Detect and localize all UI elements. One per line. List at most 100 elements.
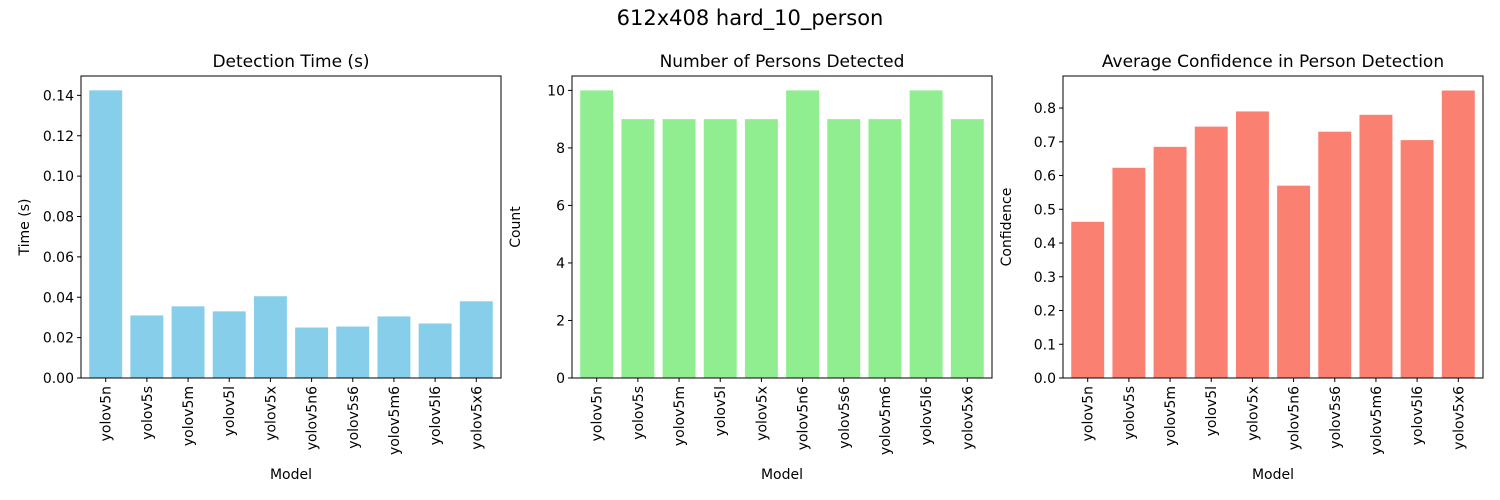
bar-yolov5m [171, 306, 205, 378]
axes-frame [80, 75, 502, 379]
x-tick-label: yolov5s [1122, 386, 1138, 440]
x-tick-label: yolov5x6 [469, 386, 485, 450]
y-axis-label: Time (s) [17, 199, 33, 257]
y-tick-label: 0 [556, 371, 565, 387]
bar-yolov5x [1235, 111, 1269, 379]
x-tick-label: yolov5m6 [387, 386, 403, 455]
y-tick-label: 0.6 [1034, 169, 1056, 185]
chart-panel-1: 0.00 0.02 0.04 0.06 0.08 0.10 0.12 0.14 yolov5n y… [17, 52, 502, 483]
bar-yolov5s [130, 315, 164, 378]
y-tick-label: 0.2 [1034, 304, 1056, 320]
y-tick-label: 0.3 [1034, 270, 1056, 286]
y-tick-label: 4 [556, 256, 565, 272]
bar-yolov5l [212, 311, 246, 378]
x-tick-label: yolov5x6 [1451, 386, 1467, 450]
x-tick-label: yolov5m [1163, 386, 1179, 446]
bar-yolov5x6 [459, 301, 493, 378]
bar-yolov5n [1071, 221, 1105, 378]
x-tick-label: yolov5m6 [1369, 386, 1385, 455]
x-axis-label: Model [270, 467, 312, 483]
y-tick-label: 10 [547, 83, 565, 99]
x-axis-label: Model [761, 467, 803, 483]
bar-yolov5x [253, 296, 287, 378]
x-tick-label: yolov5s6 [346, 386, 362, 449]
y-tick-label: 0.4 [1034, 236, 1056, 252]
bar-yolov5s [1112, 167, 1146, 378]
bar-yolov5l6 [1400, 140, 1434, 378]
y-tick-label: 0.12 [43, 129, 74, 145]
y-tick-label: 0.5 [1034, 202, 1056, 218]
x-tick-label: yolov5l6 [428, 386, 444, 445]
x-tick-label: yolov5n6 [796, 386, 812, 450]
x-tick-label: yolov5n [1081, 386, 1097, 441]
bar-yolov5m6 [377, 316, 411, 378]
chart-panel-3: 0.0 0.1 0.2 0.3 0.4 0.5 0.6 0.7 0.8 yolov5n yolov5… [999, 52, 1484, 483]
bar-yolov5x6 [1441, 90, 1475, 378]
x-tick-label: yolov5n [99, 386, 115, 441]
y-tick-label: 0.04 [43, 290, 74, 306]
bar-yolov5n [89, 90, 123, 378]
x-tick-label: yolov5x6 [960, 386, 976, 450]
x-tick-label: yolov5x [754, 386, 770, 441]
x-tick-label: yolov5x [263, 386, 279, 441]
axes-frame [571, 75, 993, 379]
bar-yolov5m6 [868, 119, 902, 378]
x-tick-label: yolov5s6 [837, 386, 853, 449]
bar-yolov5l6 [909, 90, 943, 378]
x-tick-label: yolov5l [713, 386, 729, 436]
bar-yolov5s [621, 119, 655, 378]
x-tick-label: yolov5s [631, 386, 647, 440]
chart-title: Detection Time (s) [212, 52, 369, 72]
y-tick-label: 0.08 [43, 210, 74, 226]
y-tick-label: 0.00 [43, 371, 74, 387]
bar-yolov5n6 [295, 327, 329, 378]
chart-title: Average Confidence in Person Detection [1102, 52, 1444, 72]
x-tick-label: yolov5l [1204, 386, 1220, 436]
bar-yolov5x [744, 119, 778, 378]
y-axis-label: Count [508, 206, 524, 248]
y-tick-label: 0.06 [43, 250, 74, 266]
y-tick-label: 0.8 [1034, 101, 1056, 117]
y-axis-label: Confidence [999, 188, 1015, 267]
x-tick-label: yolov5s [140, 386, 156, 440]
bar-yolov5x6 [950, 119, 984, 378]
bar-yolov5l [703, 119, 737, 378]
bar-yolov5n6 [1277, 185, 1311, 378]
chart-title: Number of Persons Detected [660, 52, 905, 72]
axes-frame [1062, 75, 1484, 379]
bar-yolov5m [662, 119, 696, 378]
figure-title: 612x408 hard_10_person [616, 6, 884, 30]
x-tick-label: yolov5l6 [919, 386, 935, 445]
y-tick-label: 0.10 [43, 169, 74, 185]
y-tick-label: 8 [556, 141, 565, 157]
y-tick-label: 0.14 [43, 88, 74, 104]
bar-yolov5m6 [1359, 114, 1393, 379]
bar-yolov5s6 [827, 119, 861, 378]
bar-yolov5s6 [1318, 131, 1352, 378]
y-tick-label: 0.0 [1034, 371, 1056, 387]
x-tick-label: yolov5n6 [305, 386, 321, 450]
x-tick-label: yolov5s6 [1328, 386, 1344, 449]
bar-yolov5l6 [418, 323, 452, 378]
x-tick-label: yolov5n [590, 386, 606, 441]
x-tick-label: yolov5m [181, 386, 197, 446]
x-tick-label: yolov5n6 [1287, 386, 1303, 450]
x-tick-label: yolov5l6 [1410, 386, 1426, 445]
y-tick-label: 2 [556, 313, 565, 329]
y-tick-label: 0.7 [1034, 135, 1056, 151]
bar-yolov5l [1194, 126, 1228, 378]
x-tick-label: yolov5l [222, 386, 238, 436]
x-axis-label: Model [1252, 467, 1294, 483]
bar-yolov5n6 [786, 90, 820, 378]
bar-yolov5n [580, 90, 614, 378]
x-tick-label: yolov5m6 [878, 386, 894, 455]
chart-panel-2: 0 2 4 6 8 10 yolov5n yolov5s yolov5m yolov5l yolov… [508, 52, 993, 483]
bar-yolov5s6 [336, 326, 370, 378]
y-tick-label: 0.02 [43, 331, 74, 347]
y-tick-label: 6 [556, 198, 565, 214]
x-tick-label: yolov5x [1245, 386, 1261, 441]
bar-yolov5m [1153, 146, 1187, 378]
y-tick-label: 0.1 [1034, 337, 1056, 353]
